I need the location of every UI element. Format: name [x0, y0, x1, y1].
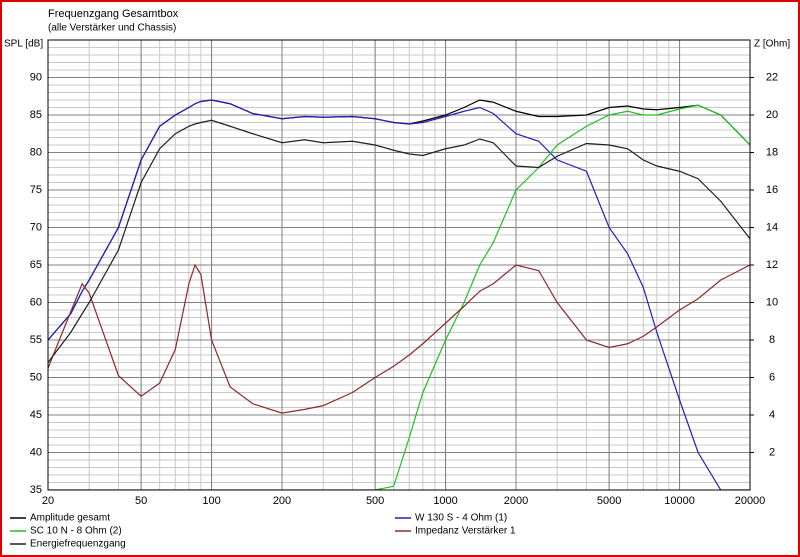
y-tick-label: 40	[30, 446, 42, 458]
y-axis-label: SPL [dB]	[4, 39, 43, 50]
y2-tick-label: 16	[766, 184, 778, 196]
chart-subtitle: (alle Verstärker und Chassis)	[48, 23, 176, 34]
x-tick-label: 10000	[664, 495, 695, 507]
x-tick-label: 20000	[735, 495, 766, 507]
y-tick-label: 85	[30, 109, 42, 121]
y2-tick-label: 8	[769, 334, 775, 346]
x-tick-label: 200	[273, 495, 291, 507]
series-line	[48, 104, 750, 490]
labels: 20 50 100 200 500 1000 2000 5000 10000 20000 35 40 4…	[30, 71, 778, 507]
y2-tick-label: 4	[769, 409, 775, 421]
y-tick-label: 70	[30, 221, 42, 233]
x-tick-label: 20	[42, 495, 54, 507]
y-tick-label: 90	[30, 71, 42, 83]
x-tick-label: 100	[202, 495, 220, 507]
lines	[48, 99, 750, 490]
y2-tick-label: 12	[766, 259, 778, 271]
y-tick-label: 35	[30, 484, 42, 496]
y2-tick-label: 10	[766, 296, 778, 308]
series-line	[48, 119, 750, 363]
chart-title: Frequenzgang Gesamtbox	[48, 8, 179, 20]
legend: Amplitude gesamt W 130 S - 4 Ohm (1) SC 10…	[10, 513, 516, 550]
y-tick-label: 55	[30, 334, 42, 346]
y-tick-label: 80	[30, 146, 42, 158]
grid	[47, 40, 751, 491]
y-tick-label: 50	[30, 371, 42, 383]
y-tick-label: 65	[30, 259, 42, 271]
y2-tick-label: 6	[769, 371, 775, 383]
y2-axis-label: Z [Ohm]	[754, 39, 790, 50]
y-tick-label: 75	[30, 184, 42, 196]
x-tick-label: 50	[135, 495, 147, 507]
legend-label: Energiefrequenzgang	[30, 539, 126, 550]
x-tick-label: 2000	[504, 495, 528, 507]
y-tick-label: 60	[30, 296, 42, 308]
y2-tick-label: 14	[766, 221, 778, 233]
y2-tick-label: 18	[766, 146, 778, 158]
y2-tick-label: 22	[766, 71, 778, 83]
series-line	[48, 99, 750, 490]
legend-label: W 130 S - 4 Ohm (1)	[415, 513, 507, 524]
x-tick-label: 5000	[597, 495, 621, 507]
x-tick-label: 500	[366, 495, 384, 507]
legend-label: SC 10 N - 8 Ohm (2)	[30, 526, 122, 537]
series-line	[48, 263, 750, 414]
legend-label: Impedanz Verstärker 1	[415, 526, 516, 537]
legend-label: Amplitude gesamt	[30, 513, 110, 524]
y-tick-label: 45	[30, 409, 42, 421]
y2-tick-label: 2	[769, 446, 775, 458]
x-tick-label: 1000	[433, 495, 457, 507]
y2-tick-label: 20	[766, 109, 778, 121]
